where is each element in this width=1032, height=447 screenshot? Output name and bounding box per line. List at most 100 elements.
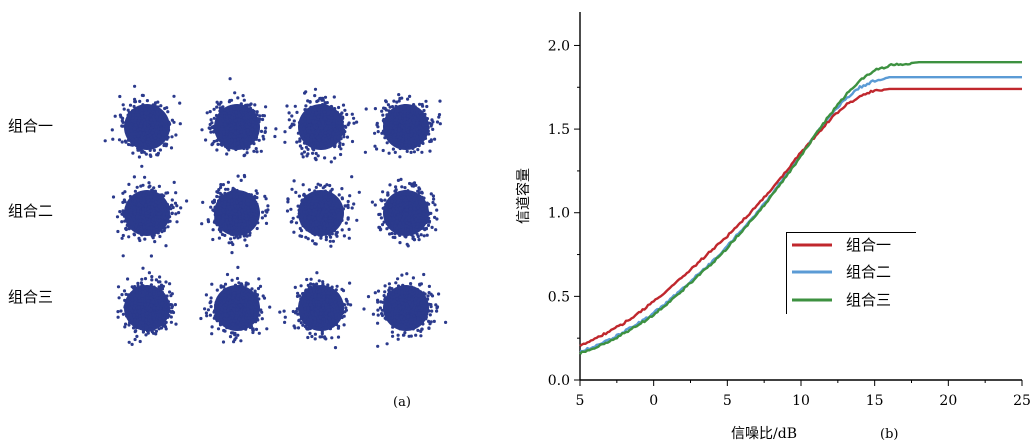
- constellation-point: [251, 224, 255, 228]
- constellation-point: [293, 104, 297, 108]
- constellation-point: [344, 125, 348, 129]
- constellation-point: [144, 333, 148, 337]
- constellation-point: [340, 187, 344, 191]
- constellation-point: [148, 133, 152, 137]
- constellation-point: [248, 132, 253, 136]
- constellation-point: [318, 225, 322, 229]
- constellation-point: [387, 109, 391, 113]
- constellation-point: [138, 229, 142, 233]
- constellation-point: [122, 107, 126, 111]
- constellation-point: [126, 293, 130, 297]
- constellation-point: [141, 138, 145, 142]
- constellation-point: [397, 99, 401, 103]
- constellation-point: [337, 193, 341, 197]
- constellation-point: [169, 146, 174, 150]
- constellation-point: [160, 121, 164, 125]
- constellation-point: [255, 226, 259, 231]
- constellation-point: [240, 122, 245, 126]
- constellation-point: [340, 197, 344, 201]
- constellation-point: [326, 107, 330, 111]
- constellation-point: [323, 102, 327, 106]
- constellation-point: [220, 308, 224, 312]
- constellation-point: [157, 327, 161, 331]
- constellation-point: [156, 107, 160, 111]
- constellation-point: [321, 136, 325, 140]
- constellation-point: [225, 272, 230, 277]
- constellation-point: [146, 299, 150, 303]
- constellation-point: [317, 191, 321, 195]
- constellation-point: [211, 208, 215, 212]
- constellation-point: [215, 105, 219, 109]
- constellation-point: [137, 119, 141, 123]
- constellation-point: [398, 241, 402, 245]
- constellation-point: [325, 223, 329, 228]
- constellation-point: [215, 148, 219, 152]
- constellation-point: [227, 100, 231, 104]
- constellation-point: [406, 130, 410, 134]
- constellation-point: [427, 212, 431, 216]
- constellation-point: [254, 292, 258, 296]
- constellation-point: [411, 193, 415, 197]
- constellation-point: [127, 205, 131, 209]
- constellation-point: [250, 127, 255, 132]
- constellation-point: [228, 77, 232, 81]
- constellation-point: [146, 200, 150, 204]
- constellation-point: [408, 211, 412, 216]
- constellation-point: [333, 156, 337, 160]
- constellation-point: [337, 139, 341, 143]
- constellation-point: [223, 233, 227, 237]
- constellation-point: [247, 145, 251, 149]
- constellation-point: [147, 328, 151, 332]
- constellation-point: [164, 191, 168, 195]
- constellation-point: [152, 186, 156, 190]
- constellation-point: [246, 202, 250, 206]
- constellation-point: [337, 105, 341, 110]
- constellation-point: [323, 217, 328, 221]
- constellation-point: [215, 190, 219, 194]
- constellation-point: [437, 113, 442, 117]
- constellation-point: [129, 225, 133, 229]
- constellation-point: [255, 294, 259, 298]
- constellation-point: [294, 221, 299, 225]
- constellation-point: [141, 327, 145, 331]
- constellation-point: [314, 111, 319, 115]
- constellation-point: [339, 112, 343, 116]
- constellation-point: [216, 219, 221, 223]
- constellation-point: [121, 120, 125, 124]
- constellation-point: [355, 218, 359, 222]
- constellation-point: [320, 144, 324, 148]
- constellation-point: [179, 206, 183, 210]
- constellation-point: [218, 206, 222, 210]
- constellation-point: [319, 236, 323, 240]
- constellation-point: [313, 87, 318, 91]
- constellation-point: [311, 151, 315, 155]
- constellation-point: [370, 200, 374, 204]
- constellation-point: [136, 198, 140, 202]
- constellation-point: [412, 120, 416, 125]
- constellation-panel: 组合一 组合二 组合三 (a): [8, 77, 448, 410]
- constellation-point: [288, 125, 292, 130]
- constellation-point: [335, 132, 340, 136]
- constellation-point: [219, 230, 223, 234]
- constellation-point: [413, 139, 417, 143]
- constellation-point: [403, 117, 407, 121]
- constellation-point: [132, 232, 136, 236]
- constellation-point: [224, 321, 228, 325]
- constellation-point: [160, 196, 164, 200]
- constellation-point: [373, 131, 377, 135]
- constellation-point: [346, 199, 350, 204]
- constellation-point: [333, 145, 337, 149]
- constellation-point: [415, 225, 419, 229]
- constellation-point: [208, 110, 212, 114]
- constellation-point: [328, 183, 332, 188]
- constellation-point: [306, 116, 310, 120]
- constellation-point: [237, 118, 241, 122]
- constellation-point: [311, 227, 315, 232]
- constellation-point: [211, 237, 215, 242]
- constellation-point: [252, 220, 256, 224]
- constellation-point: [174, 212, 178, 216]
- constellation-point: [143, 232, 147, 236]
- constellation-point: [334, 232, 338, 236]
- constellation-point: [143, 175, 147, 179]
- constellation-point: [170, 292, 174, 296]
